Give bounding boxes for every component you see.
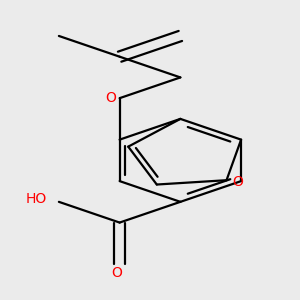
Text: O: O xyxy=(232,175,243,189)
Text: O: O xyxy=(111,266,122,280)
Text: HO: HO xyxy=(26,192,47,206)
Text: O: O xyxy=(105,91,116,105)
